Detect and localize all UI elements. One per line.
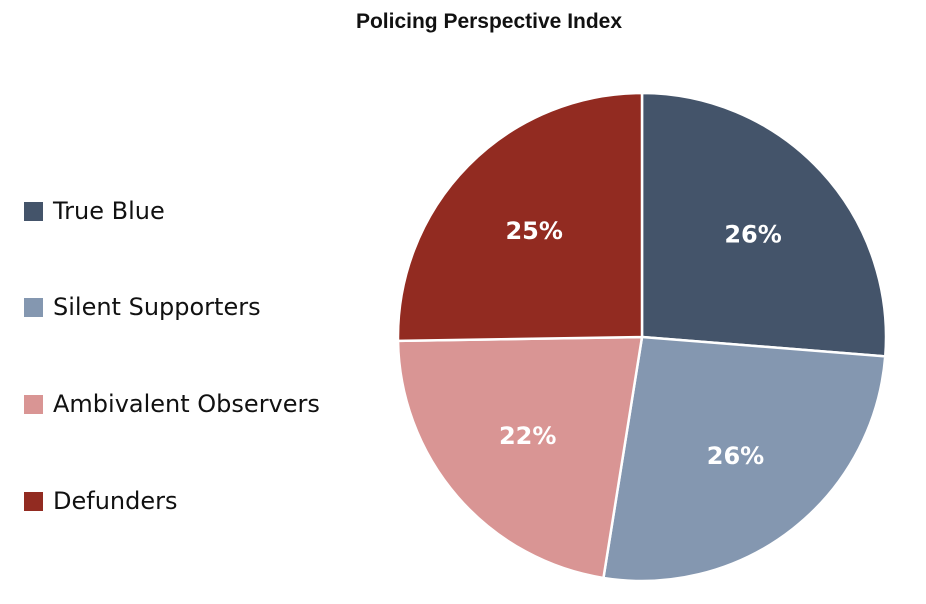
slice-label-silent-supporters: 26% (707, 442, 764, 470)
legend-swatch-silent-supporters (24, 297, 43, 317)
legend-item-defunders: Defunders (24, 486, 178, 516)
pie-slice-defunders (396, 91, 644, 343)
slice-label-true-blue: 26% (724, 220, 781, 248)
legend-label-true-blue: True Blue (53, 197, 165, 225)
legend-label-silent-supporters: Silent Supporters (53, 293, 261, 321)
legend-swatch-ambivalent-observers (24, 394, 43, 414)
pie-slice-ambivalent-observers (396, 335, 644, 580)
legend-swatch-true-blue (24, 201, 43, 221)
legend: True Blue Silent Supporters Ambivalent O… (24, 0, 384, 604)
slice-label-defunders: 25% (505, 217, 562, 245)
legend-label-ambivalent-observers: Ambivalent Observers (53, 390, 320, 418)
legend-label-defunders: Defunders (53, 487, 178, 515)
pie-slice-true-blue (640, 91, 888, 358)
pie-slice-silent-supporters (602, 335, 887, 583)
legend-item-silent-supporters: Silent Supporters (24, 292, 261, 322)
legend-swatch-defunders (24, 491, 43, 511)
slice-label-ambivalent-observers: 22% (499, 422, 556, 450)
chart-title: Policing Perspective Index (355, 10, 623, 33)
legend-item-true-blue: True Blue (24, 196, 165, 226)
legend-item-ambivalent-observers: Ambivalent Observers (24, 389, 320, 419)
